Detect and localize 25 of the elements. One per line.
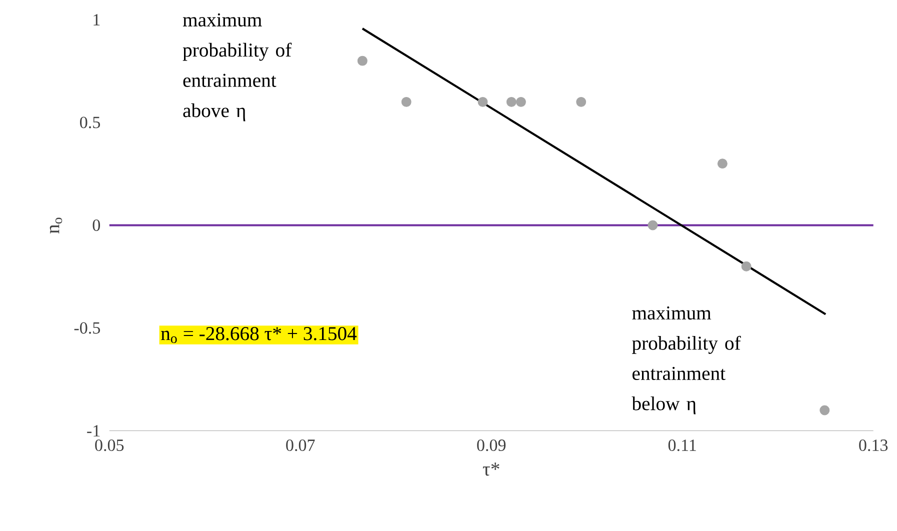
point [401,96,412,107]
x-tick-label: 0.07 [286,439,315,451]
point [648,220,658,230]
point [576,96,586,107]
point [506,96,516,107]
y-tick-label: 0.5 [80,116,100,128]
y-tick-label: 0 [92,219,100,231]
point [717,158,728,168]
y-tick-label: -0.5 [74,322,100,334]
point [516,96,526,107]
y-axis-title: n$_{o}$ [50,218,62,234]
y-tick-label: 1 [94,14,100,26]
point [741,261,752,272]
y-tick-label: -1 [87,425,100,436]
annotation: n$_{o}$ = -28.668 τ* + 3.1504 [161,326,357,343]
x-tick-label: 0.05 [95,439,124,451]
x-tick-label: 0.11 [668,439,696,451]
annotation: maximum probability of entrainment above η [182,13,292,122]
point [478,96,488,107]
x-tick-label: 0.09 [477,439,506,451]
annotation: maximum probability of entrainment below η [632,306,741,414]
x-axis-title: τ* [482,462,500,476]
point [820,405,830,416]
point [357,56,368,66]
x-tick-label: 0.13 [859,439,888,451]
